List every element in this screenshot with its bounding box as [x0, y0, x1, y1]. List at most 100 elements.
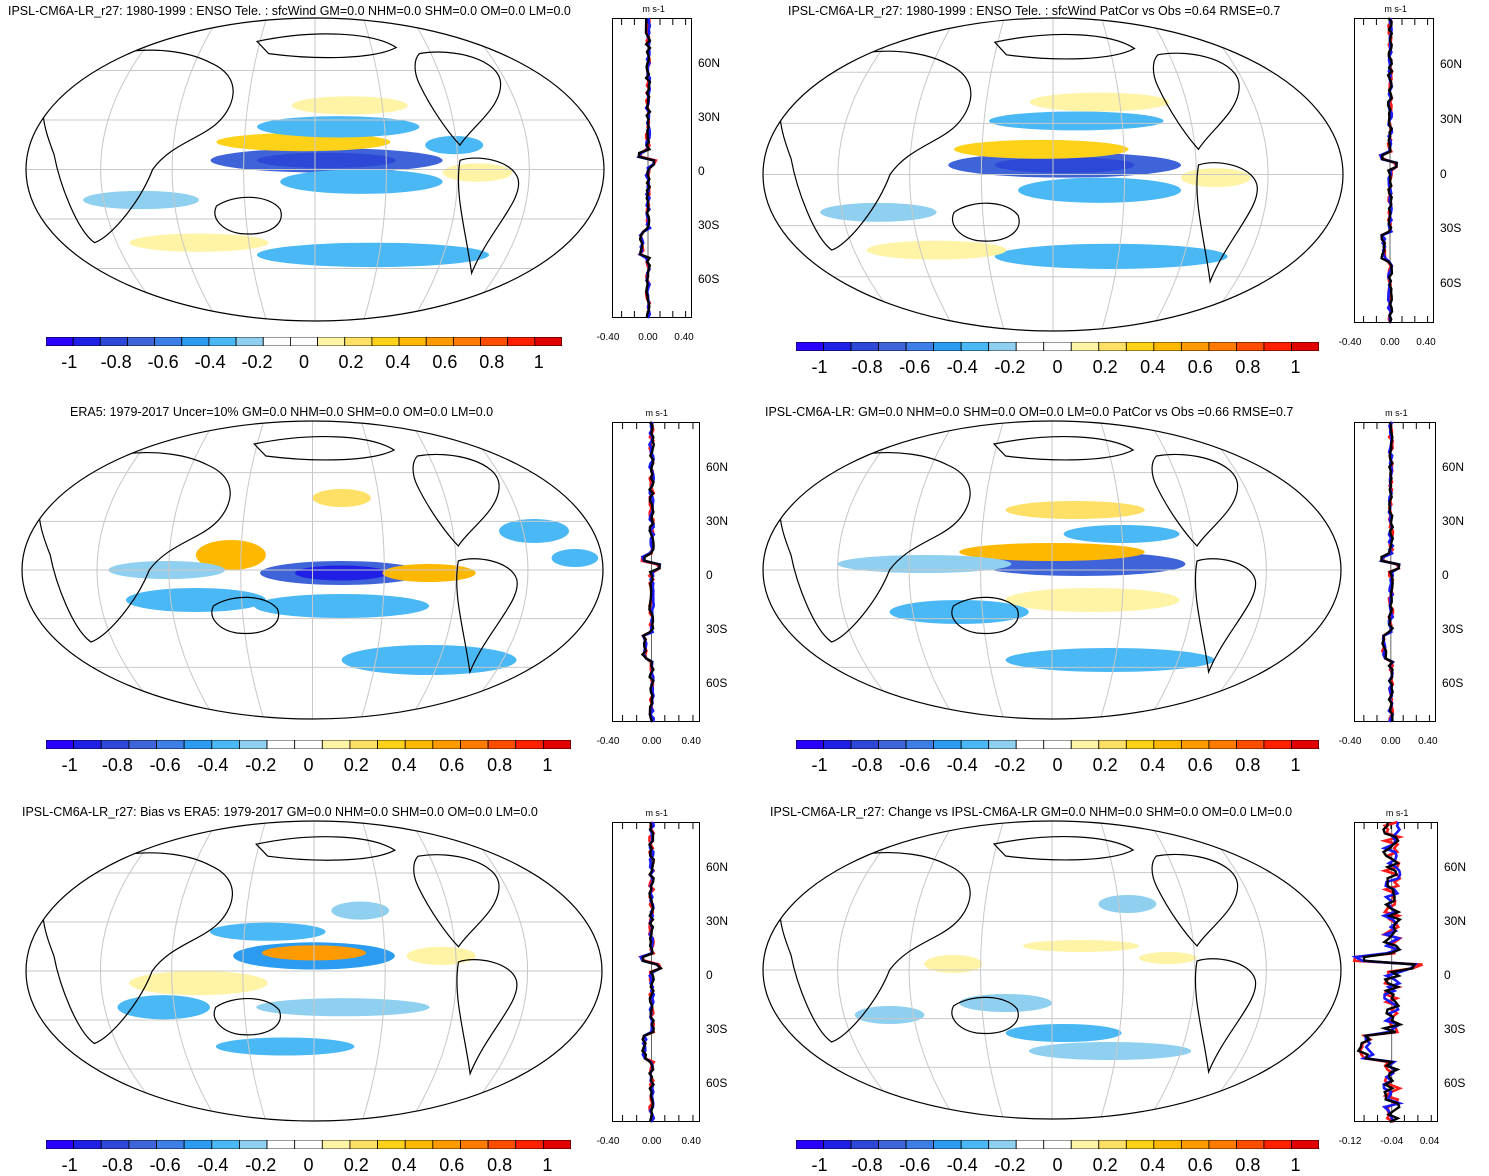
- colorbar-swatch: [515, 1140, 544, 1149]
- colorbar-label: -0.2: [245, 1155, 277, 1175]
- anomaly-patch: [129, 971, 268, 996]
- latitude-label: 0: [1444, 968, 1451, 982]
- colorbar-swatch: [796, 1140, 824, 1149]
- colorbar-swatch: [321, 740, 351, 749]
- colorbar-swatch: [1015, 1140, 1045, 1149]
- colorbar-swatch: [1098, 1140, 1127, 1149]
- colorbar-swatch: [850, 740, 879, 749]
- colorbar-label: -0.8: [851, 357, 883, 377]
- latitude-label: 60N: [698, 56, 721, 70]
- coastline: [213, 997, 281, 1036]
- colorbar-label: 0.4: [1140, 1155, 1166, 1175]
- colorbar: [796, 342, 1319, 351]
- anomaly-patch: [291, 96, 408, 115]
- panel-title: IPSL-CM6A-LR_r27: 1980-1999 : ENSO Tele.…: [788, 4, 1281, 18]
- latitude-label: 30N: [698, 110, 721, 124]
- colorbar-swatch: [850, 1140, 879, 1149]
- latitude-label: 30S: [706, 1022, 728, 1036]
- coastline: [413, 854, 500, 948]
- colorbar-swatch: [960, 342, 990, 351]
- colorbar-swatch: [100, 740, 130, 749]
- colorbar-swatch: [487, 1140, 517, 1149]
- colorbar-swatch: [1070, 342, 1100, 351]
- map-border: [25, 820, 603, 1122]
- colorbar-swatch: [507, 337, 536, 346]
- profile-x-tick-label: -0.40: [596, 736, 620, 747]
- anomaly-patch: [1005, 1024, 1122, 1042]
- longitude-gridline: [459, 18, 530, 321]
- colorbar: [46, 337, 562, 346]
- map-panel: [762, 420, 1342, 720]
- profile-unit: m s-1: [642, 4, 665, 14]
- map-border: [762, 17, 1344, 332]
- coastline: [456, 959, 518, 1076]
- profile-x-tick-label: 0.04: [1419, 1136, 1440, 1147]
- colorbar-swatch: [1043, 740, 1072, 749]
- latitude-label: 60N: [1444, 860, 1467, 874]
- profile-frame: [1354, 18, 1434, 323]
- latitude-label: 0: [706, 568, 713, 582]
- profile-x-tick-label: 0.40: [681, 736, 701, 747]
- colorbar-label: 1: [542, 1155, 553, 1175]
- colorbar-swatch: [1070, 740, 1100, 749]
- latitude-label: 60S: [706, 1076, 728, 1090]
- latitude-label: 30S: [1442, 622, 1464, 636]
- longitude-gridline: [409, 821, 457, 1121]
- anomaly-patch: [499, 519, 570, 543]
- colorbar-swatch: [1043, 1140, 1072, 1149]
- colorbar-label: -0.2: [994, 1155, 1026, 1175]
- anomaly-patch: [442, 163, 513, 182]
- anomaly-patch: [1029, 92, 1170, 112]
- anomaly-patch: [1018, 177, 1182, 203]
- longitude-gridline: [1099, 821, 1124, 1119]
- coastline: [952, 202, 1020, 242]
- colorbar-label: -0.2: [994, 357, 1026, 377]
- colorbar-label: -0.8: [851, 755, 883, 775]
- colorbar-swatch: [1291, 342, 1319, 351]
- colorbar-label: 0: [303, 755, 314, 775]
- colorbar-label: -0.8: [101, 755, 133, 775]
- coastline: [42, 49, 234, 244]
- colorbar-label: -0.6: [149, 1155, 181, 1175]
- anomaly-patch: [280, 169, 443, 194]
- profile-x-tick-label: -0.12: [1338, 1136, 1362, 1147]
- coastline: [992, 436, 1135, 461]
- colorbar-label: -1: [61, 755, 78, 775]
- coastline: [951, 596, 1019, 635]
- longitude-gridline: [1147, 821, 1196, 1119]
- colorbar-swatch: [73, 1140, 102, 1149]
- colorbar: [46, 740, 571, 749]
- coastline: [1196, 162, 1258, 284]
- profile-x-tick-label: 0.00: [1380, 337, 1400, 348]
- anomaly-patch: [216, 132, 391, 152]
- latitude-label: 60S: [1440, 276, 1462, 291]
- colorbar-swatch: [266, 740, 296, 749]
- colorbar-swatch: [1208, 342, 1237, 351]
- map-panel: [21, 420, 604, 720]
- latitude-label: 30N: [1442, 514, 1465, 528]
- latitude-label: 60S: [698, 272, 720, 286]
- colorbar-swatch: [1098, 342, 1127, 351]
- profile-unit: m s-1: [1385, 808, 1409, 818]
- profile-x-tick-label: 0.40: [1416, 337, 1436, 348]
- profile-unit: m s-1: [1384, 4, 1407, 14]
- latitude-label: 30N: [706, 514, 729, 528]
- longitude-gridline: [1099, 421, 1124, 719]
- colorbar-label: -1: [811, 1155, 828, 1175]
- anomaly-patch: [889, 600, 1029, 624]
- anomaly-patch: [1063, 525, 1180, 543]
- map-border: [25, 17, 605, 322]
- colorbar-swatch: [796, 740, 824, 749]
- longitude-gridline: [837, 421, 908, 719]
- panel-title: ERA5: 1979-2017 Uncer=10% GM=0.0 NHM=0.0…: [70, 405, 494, 419]
- colorbar-swatch: [1236, 342, 1265, 351]
- colorbar-swatch: [515, 740, 544, 749]
- anomaly-patch: [551, 549, 599, 567]
- latitude-label: 30S: [1440, 221, 1462, 236]
- colorbar-swatch: [208, 337, 237, 346]
- anomaly-patch: [1028, 1042, 1192, 1060]
- colorbar-swatch: [796, 342, 824, 351]
- anomaly-patch: [1098, 895, 1157, 913]
- colorbar-swatch: [1070, 1140, 1100, 1149]
- colorbar-swatch: [1208, 1140, 1237, 1149]
